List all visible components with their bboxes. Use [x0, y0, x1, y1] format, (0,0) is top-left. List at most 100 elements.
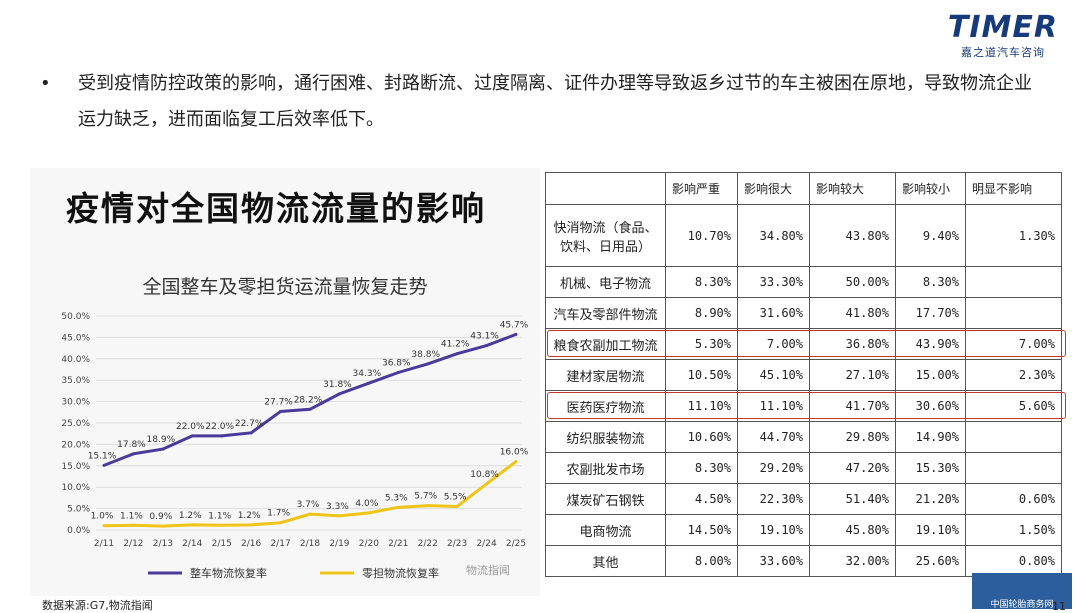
y-tick-label: 20.0%	[61, 440, 90, 450]
table-cell: 17.70%	[895, 297, 966, 329]
y-tick-label: 0.0%	[67, 526, 90, 536]
data-label: 1.1%	[208, 511, 231, 521]
highlight-box-grain	[547, 330, 1066, 357]
data-point	[455, 352, 459, 356]
y-tick-label: 15.0%	[61, 462, 90, 472]
x-tick-label: 2/17	[270, 539, 290, 549]
legend-label: 整车物流恢复率	[190, 566, 267, 580]
table-cell	[965, 452, 1062, 484]
row-category: 煤炭矿石钢铁	[545, 483, 666, 515]
data-label: 45.7%	[500, 320, 529, 330]
column-header: 影响较大	[809, 172, 896, 205]
y-tick-label: 35.0%	[61, 376, 90, 386]
data-label: 5.7%	[414, 492, 437, 502]
table-cell: 15.00%	[895, 359, 966, 391]
table-cell	[965, 266, 1062, 298]
table-cell: 9.40%	[895, 204, 966, 267]
logo-sub-text: 嘉之道汽车咨询	[960, 46, 1045, 59]
data-label: 16.0%	[500, 448, 529, 458]
data-label: 3.7%	[297, 500, 320, 510]
table-cell: 2.30%	[965, 359, 1062, 391]
data-label: 1.2%	[179, 511, 202, 521]
data-point	[337, 514, 341, 518]
table-cell	[965, 421, 1062, 453]
bullet-icon: •	[40, 73, 51, 94]
y-tick-label: 25.0%	[61, 419, 90, 429]
x-tick-label: 2/25	[506, 539, 526, 549]
data-label: 1.0%	[91, 512, 114, 522]
row-category: 电商物流	[545, 514, 666, 546]
table-cell: 21.20%	[895, 483, 966, 515]
table-cell: 8.90%	[665, 297, 738, 329]
table-row: 纺织服装物流 10.60% 44.70% 29.80% 14.90%	[545, 421, 1062, 453]
table-cell: 22.30%	[737, 483, 810, 515]
y-tick-label: 10.0%	[61, 483, 90, 493]
logo-main-text: TIMER	[947, 10, 1058, 45]
row-category: 粮食农副加工物流	[545, 328, 666, 360]
row-category: 医药医疗物流	[545, 390, 666, 422]
data-label: 22.0%	[205, 422, 234, 432]
page-number: 11	[1052, 600, 1066, 613]
table-row: 电商物流 14.50% 19.10% 45.80% 19.10% 1.50%	[545, 514, 1062, 546]
data-point	[367, 511, 371, 515]
data-point	[190, 523, 194, 527]
table-cell: 50.00%	[809, 266, 896, 298]
column-header: 影响较小	[895, 172, 966, 205]
data-point	[367, 381, 371, 385]
table-cell: 31.60%	[737, 297, 810, 329]
table-cell: 8.30%	[895, 266, 966, 298]
data-label: 27.7%	[264, 397, 293, 407]
row-category: 机械、电子物流	[545, 266, 666, 298]
data-source: 数据来源:G7,物流指闻	[42, 599, 153, 612]
table-header-row: 影响严重 影响很大 影响较大 影响较小 明显不影响	[545, 172, 1062, 205]
table-row: 汽车及零部件物流 8.90% 31.60% 41.80% 17.70%	[545, 297, 1062, 329]
data-label: 22.7%	[235, 419, 264, 429]
data-label: 10.8%	[470, 470, 499, 480]
table-row: 机械、电子物流 8.30% 33.30% 50.00% 8.30%	[545, 266, 1062, 298]
x-tick-label: 2/16	[241, 539, 261, 549]
table-cell: 32.00%	[809, 545, 896, 577]
x-tick-label: 2/12	[123, 539, 143, 549]
table-cell: 14.50%	[665, 514, 738, 546]
table-cell: 19.10%	[737, 514, 810, 546]
data-point	[426, 504, 430, 508]
data-point	[396, 505, 400, 509]
table-cell: 45.10%	[737, 359, 810, 391]
table-cell: 41.80%	[809, 297, 896, 329]
row-category: 农副批发市场	[545, 452, 666, 484]
table-row: 煤炭矿石钢铁 4.50% 22.30% 51.40% 21.20% 0.60%	[545, 483, 1062, 515]
header-corner	[545, 172, 666, 205]
row-category: 建材家居物流	[545, 359, 666, 391]
data-label: 5.3%	[385, 493, 408, 503]
table-cell: 29.20%	[737, 452, 810, 484]
timer-logo: TIMER 嘉之道汽车咨询	[947, 10, 1058, 60]
table-cell: 8.30%	[665, 452, 738, 484]
table-cell: 29.80%	[809, 421, 896, 453]
table-cell: 44.70%	[737, 421, 810, 453]
y-tick-label: 45.0%	[61, 333, 90, 343]
x-tick-label: 2/24	[476, 539, 496, 549]
table-cell: 27.10%	[809, 359, 896, 391]
table-cell: 1.50%	[965, 514, 1062, 546]
table-cell: 8.30%	[665, 266, 738, 298]
table-cell: 0.60%	[965, 483, 1062, 515]
data-point	[249, 523, 253, 527]
data-label: 3.3%	[326, 502, 349, 512]
data-label: 0.9%	[149, 512, 172, 522]
data-label: 43.1%	[470, 332, 499, 342]
table-cell: 45.80%	[809, 514, 896, 546]
site-watermark: 中国轮胎商务网	[972, 573, 1072, 610]
table-cell: 43.90%	[895, 328, 966, 360]
y-tick-label: 30.0%	[61, 398, 90, 408]
table-cell: 43.80%	[809, 204, 896, 267]
table-cell: 15.30%	[895, 452, 966, 484]
table-cell: 10.70%	[665, 204, 738, 267]
data-label: 28.2%	[294, 395, 323, 405]
data-point	[426, 362, 430, 366]
table-cell: 1.30%	[965, 204, 1062, 267]
data-label: 38.8%	[411, 350, 440, 360]
data-label: 31.8%	[323, 380, 352, 390]
data-point	[308, 407, 312, 411]
x-tick-label: 2/18	[300, 539, 320, 549]
data-point	[485, 344, 489, 348]
